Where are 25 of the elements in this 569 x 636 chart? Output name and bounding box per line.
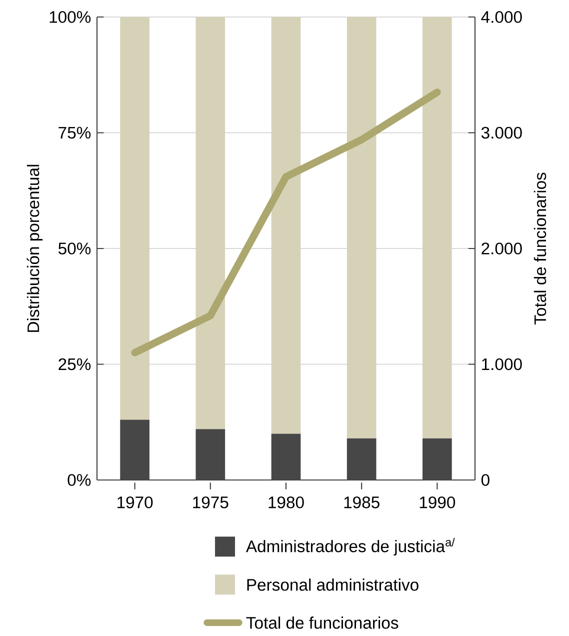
y2-tick-label: 3.000 [481,126,522,139]
y-tick-label: 25% [58,358,91,370]
x-tick-label: 1980 [268,496,304,508]
x-tick-label: 1985 [344,496,380,508]
bar [346,17,376,438]
y2-tick-label: 0 [481,474,490,486]
y2-tick-label: 1.000 [482,358,522,370]
y-tick-label: 0% [68,474,91,486]
bar [120,17,150,420]
y2-tick-label: 4.000 [481,11,522,23]
x-tick-label: 1990 [420,496,456,508]
bar [422,17,452,438]
bar [196,17,226,430]
legend-label: Personal administrativo [247,578,418,591]
y2-tick-label: 2.000 [482,242,522,254]
y-axis-title: Distribución porcentual [26,164,42,332]
y-tick-label: 100% [50,11,91,23]
x-tick-label: 1970 [118,496,153,508]
y-tick-label: 50% [58,242,91,254]
y-tick-label: 75% [58,126,91,139]
y2-axis-title: Total de funcionarios [534,172,546,325]
legend-label: Total de funcionarios [246,616,398,629]
legend-label: Administradores de justicia$^{a/}$ [246,538,455,556]
bar [271,17,301,434]
x-tick-label: 1975 [193,496,228,508]
